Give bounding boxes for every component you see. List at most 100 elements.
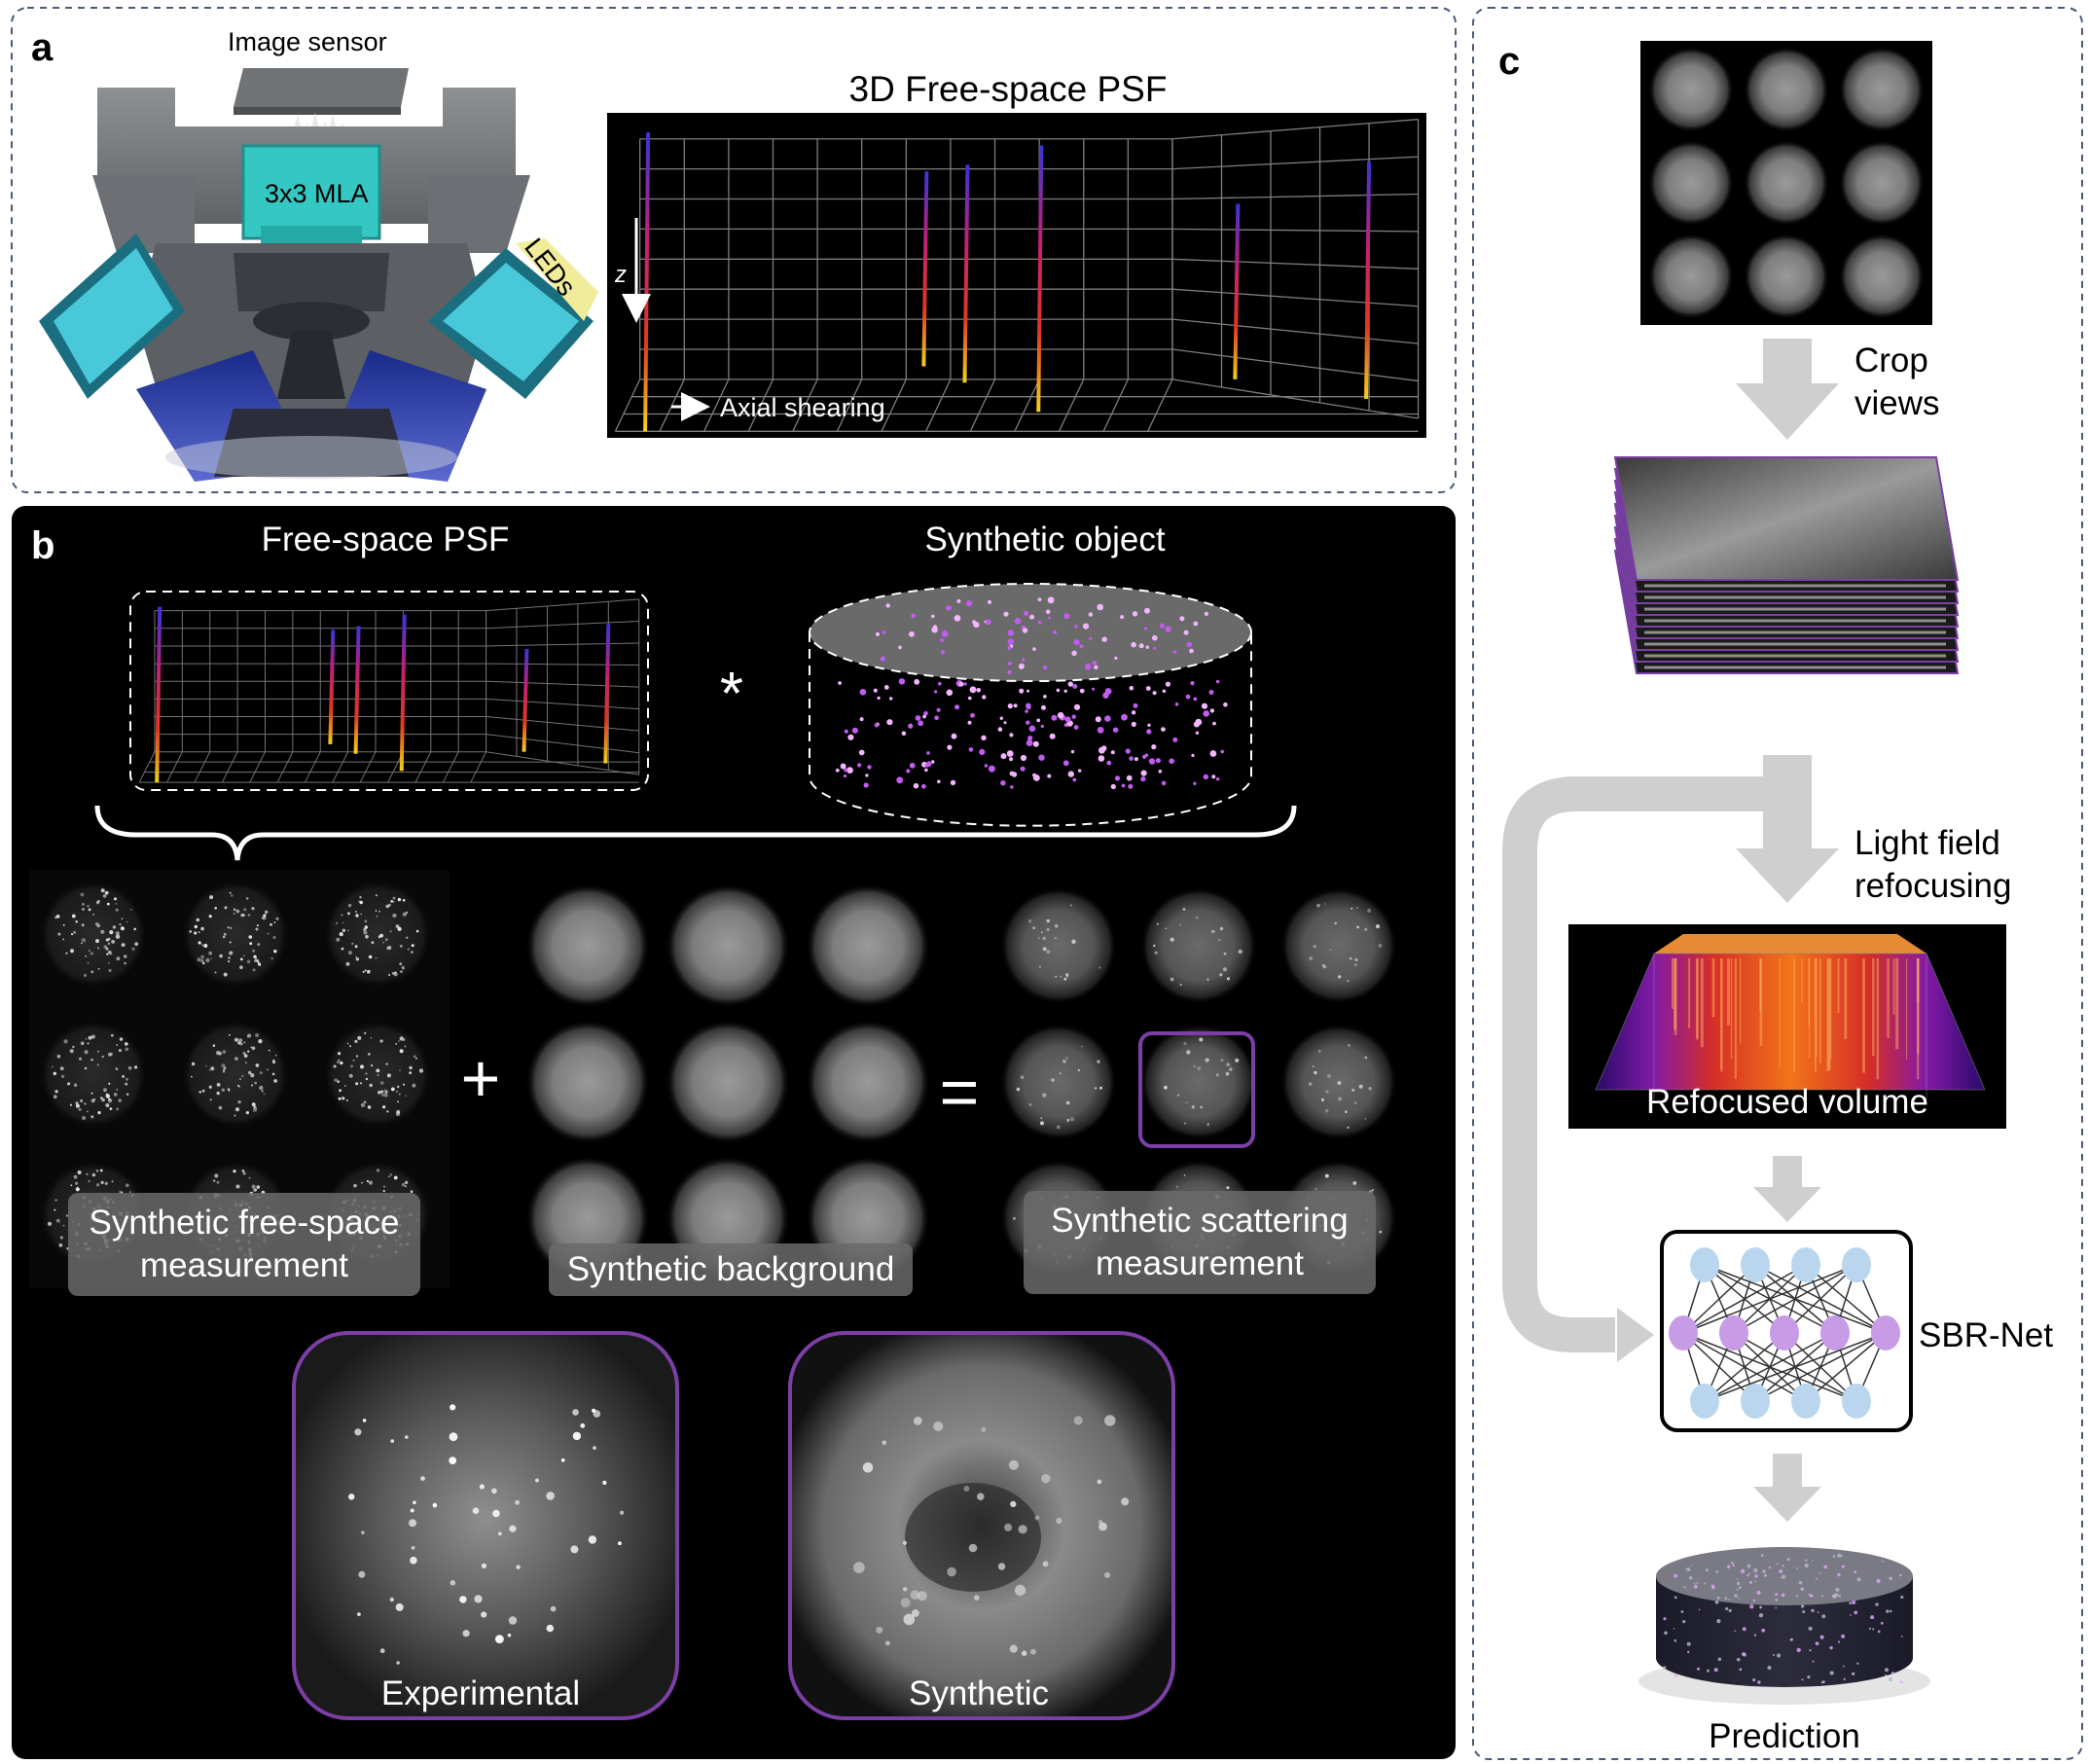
prediction-point [1876,1578,1881,1584]
crop-views-line2: views [1854,384,1940,422]
view-speck [399,1069,401,1071]
view-speck [56,1054,61,1059]
object-point [1072,684,1078,689]
view-speck [90,1092,93,1095]
view-speck [359,900,364,905]
view-speck [1226,1186,1230,1190]
net-node-outer [1842,1247,1871,1282]
prediction-point [1753,1634,1757,1637]
raw-view [1744,234,1829,319]
view-speck [88,1035,92,1040]
view-speck [115,934,121,939]
view-speck [418,1068,424,1073]
view-speck [1219,926,1224,931]
prediction-point [1899,1573,1902,1577]
object-point [844,729,848,734]
scattering-view [1140,1024,1257,1140]
view-speck [271,1059,275,1062]
object-point [1212,721,1216,726]
view-speck [233,1170,236,1173]
image-sensor-label: Image sensor [228,27,387,56]
view-speck [355,914,359,918]
net-node-outer [1741,1384,1770,1419]
experimental-point [348,1494,355,1500]
view-speck [93,1098,95,1100]
prediction-point [1705,1568,1709,1572]
view-speck [365,1072,368,1075]
view-speck [1206,1124,1209,1127]
view-speck [358,900,361,903]
synthetic-point [910,1590,920,1600]
free-space-psf-title: Free-space PSF [262,521,510,558]
view-speck [115,931,120,936]
view-speck [1042,1093,1047,1098]
prediction-point [1730,1562,1734,1566]
object-point [1110,750,1115,755]
view-speck [1165,927,1167,930]
view-speck [1199,1037,1204,1042]
object-point [1047,774,1052,778]
view-speck [223,972,228,977]
view-speck [365,1077,369,1081]
view-speck [102,894,107,898]
prediction-point [1819,1572,1821,1574]
object-point [1169,758,1174,764]
view-speck [410,1190,414,1194]
view-speck [1046,927,1050,932]
object-point [838,681,842,685]
view-speck [1354,957,1358,962]
object-point [1131,721,1136,728]
experimental-point [620,1510,625,1515]
view-speck [60,1074,65,1079]
view-speck [239,957,243,961]
view-speck [402,967,405,970]
prediction-point [1690,1564,1693,1566]
view-speck [1213,930,1215,933]
object-point [940,638,945,642]
view-speck [229,1034,231,1036]
view-speck [368,954,373,959]
view-speck [108,968,112,973]
view-speck [191,1062,196,1066]
view-speck [127,1065,132,1070]
view-speck [1012,1216,1016,1220]
object-point [1043,695,1047,699]
view-speck [1218,939,1221,942]
view-speck [216,1091,220,1096]
prediction-point [1736,1581,1741,1586]
object-point [1201,702,1208,709]
view-speck [274,1054,277,1057]
synthetic-point [1098,1522,1107,1531]
synthetic-point [900,1598,911,1607]
scattering-label-plate [1024,1191,1376,1294]
view-speck [263,1093,266,1096]
prediction-point [1728,1598,1731,1601]
view-speck [62,923,65,926]
view-speck [241,1075,244,1077]
object-point [1189,648,1194,654]
prediction-point [1775,1593,1779,1596]
object-point [954,615,961,622]
view-speck [407,948,410,951]
prediction-point [1854,1610,1858,1615]
net-node-outer [1842,1384,1871,1419]
prediction-point [1776,1563,1779,1566]
object-point [958,681,964,687]
view-speck [399,944,403,948]
view-speck [352,1059,355,1062]
view-speck [80,1098,84,1103]
prediction-point [1829,1671,1834,1675]
prediction-point [1734,1594,1738,1598]
view-speck [415,929,419,933]
object-point [867,765,872,770]
sparse-view [37,878,150,990]
scattering-view [1140,887,1257,1004]
prediction-point [1674,1573,1678,1578]
object-point [1032,773,1037,777]
view-speck [242,1052,246,1055]
view-speck [382,1105,386,1109]
prediction-point [1809,1649,1812,1652]
experimental-point [361,1530,365,1534]
object-point [859,689,867,696]
